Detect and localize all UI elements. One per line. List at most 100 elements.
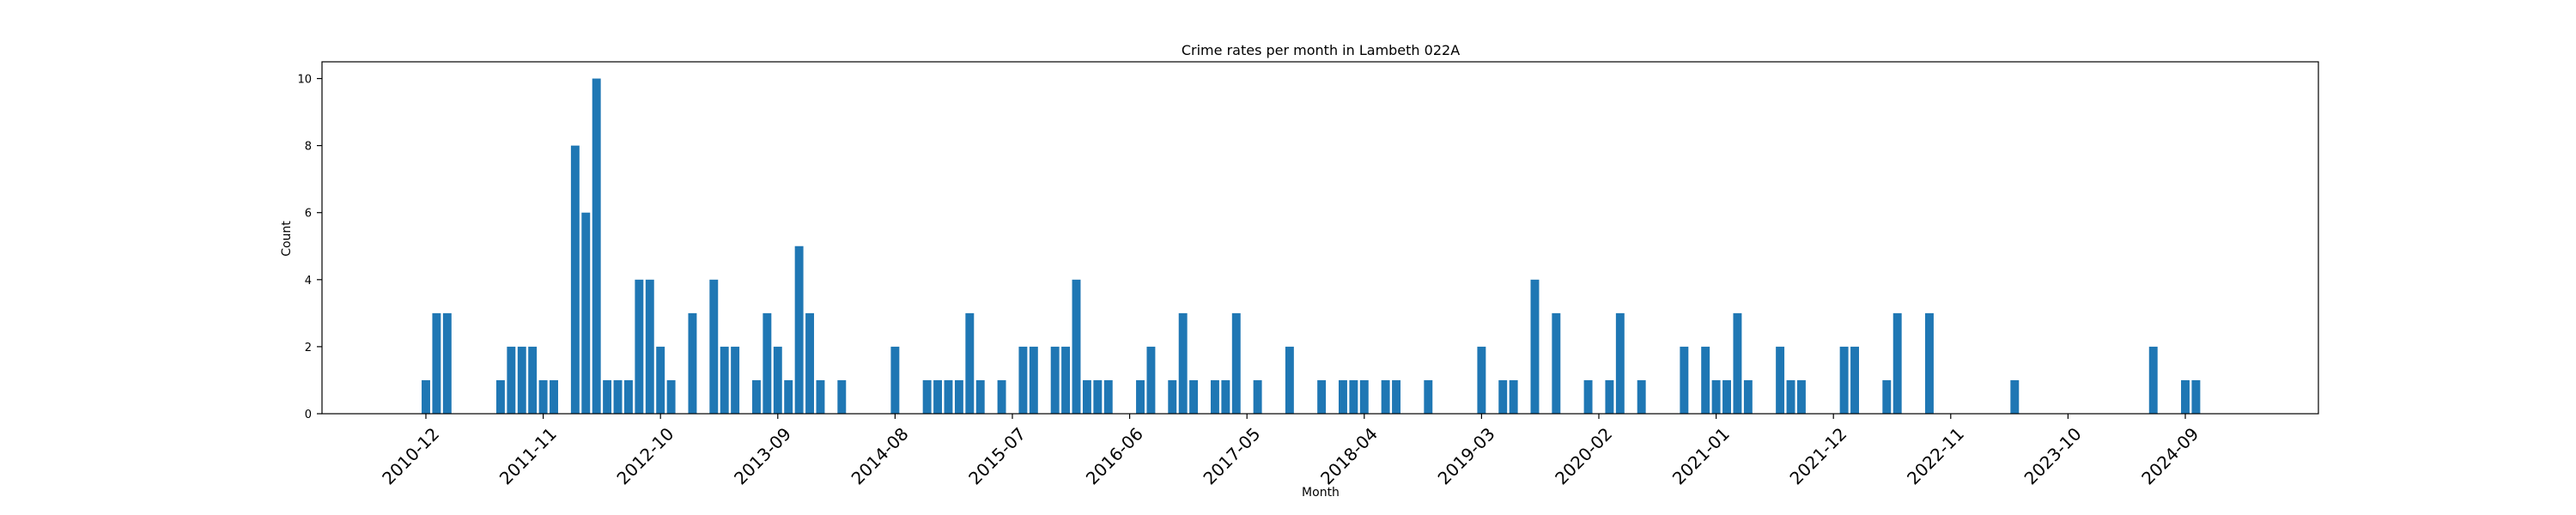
bar	[720, 346, 729, 414]
bar	[784, 379, 793, 414]
bar	[528, 346, 538, 414]
bar	[1231, 312, 1241, 414]
bar	[1349, 379, 1358, 414]
bar	[613, 379, 623, 414]
bar	[592, 78, 601, 415]
bar	[1680, 346, 1689, 414]
bar	[1029, 346, 1038, 414]
y-tick-label: 8	[305, 141, 312, 154]
x-tick-label: 2023-10	[2020, 423, 2086, 488]
bar	[975, 379, 985, 414]
bar	[2010, 379, 2020, 414]
bar	[1253, 379, 1262, 414]
bar	[688, 312, 697, 414]
y-tick-label: 2	[305, 342, 312, 354]
bar	[442, 312, 452, 414]
bar	[1178, 312, 1188, 414]
bar	[656, 346, 665, 414]
x-tick-label: 2022-11	[1903, 423, 1968, 488]
x-tick-label: 2021-01	[1668, 423, 1734, 488]
bar	[1786, 379, 1795, 414]
bars	[422, 78, 2201, 415]
bar	[1498, 379, 1508, 414]
bar	[2181, 379, 2190, 414]
bar	[422, 379, 430, 414]
bar	[837, 379, 847, 414]
bar	[645, 279, 654, 414]
plot-frame	[321, 61, 2319, 415]
bar	[805, 312, 815, 414]
x-tick-label: 2017-05	[1199, 423, 1264, 488]
bar	[1093, 379, 1103, 414]
bar	[1850, 346, 1859, 414]
x-tick-label: 2014-08	[848, 423, 913, 488]
bar	[1168, 379, 1177, 414]
bar	[1285, 346, 1294, 414]
bar	[794, 245, 804, 414]
bar	[1711, 379, 1721, 414]
bar	[1221, 379, 1230, 414]
bar	[1776, 346, 1785, 414]
bar	[1882, 379, 1892, 414]
bar	[933, 379, 943, 414]
bar	[1018, 346, 1028, 414]
bar	[1189, 379, 1199, 414]
bar	[762, 312, 772, 414]
bar	[922, 379, 932, 414]
bar	[1893, 312, 1902, 414]
bar	[1210, 379, 1219, 414]
bar	[731, 346, 740, 414]
y-axis-title: Count	[280, 221, 294, 257]
bar	[1701, 346, 1710, 414]
x-tick-label: 2021-12	[1785, 423, 1850, 488]
bar	[495, 379, 505, 414]
bar	[1733, 312, 1742, 414]
bar	[1082, 379, 1091, 414]
x-tick-label: 2016-06	[1082, 423, 1147, 488]
bar	[538, 379, 548, 414]
x-tick-label: 2018-04	[1316, 423, 1382, 488]
bar	[1339, 379, 1347, 414]
bar	[752, 379, 761, 414]
x-tick-label: 2015-07	[964, 423, 1030, 488]
x-tick-label: 2011-11	[495, 423, 561, 488]
bar	[507, 346, 516, 414]
bar	[1359, 379, 1369, 414]
x-tick-label: 2012-10	[612, 423, 677, 488]
y-tick-label: 10	[297, 74, 312, 87]
bar	[2148, 346, 2158, 414]
bar	[1583, 379, 1593, 414]
bar	[2191, 379, 2201, 414]
bar	[1925, 312, 1934, 414]
bar	[570, 145, 580, 414]
bar	[1381, 379, 1390, 414]
bar	[623, 379, 633, 414]
y-tick-label: 4	[305, 275, 312, 288]
bar	[581, 212, 591, 414]
x-tick-label: 2019-03	[1434, 423, 1499, 488]
bar	[1146, 346, 1156, 414]
chart-title: Crime rates per month in Lambeth 022A	[1182, 42, 1460, 58]
bar	[1477, 346, 1486, 414]
bar	[1103, 379, 1113, 414]
bar	[1509, 379, 1518, 414]
bar	[603, 379, 612, 414]
bar	[517, 346, 526, 414]
bar	[1605, 379, 1614, 414]
x-axis-title: Month	[1302, 486, 1340, 500]
bar	[635, 279, 644, 414]
bar	[954, 379, 963, 414]
bar	[1136, 379, 1145, 414]
bar	[1839, 346, 1849, 414]
x-tick-label: 2013-09	[730, 423, 795, 488]
bar	[550, 379, 558, 414]
y-tick-label: 6	[305, 208, 312, 221]
bar	[1392, 379, 1401, 414]
bar	[1530, 279, 1540, 414]
y-tick-label: 0	[305, 409, 312, 421]
bar	[1796, 379, 1806, 414]
bar	[1072, 279, 1081, 414]
bar	[1317, 379, 1327, 414]
bar	[1424, 379, 1433, 414]
